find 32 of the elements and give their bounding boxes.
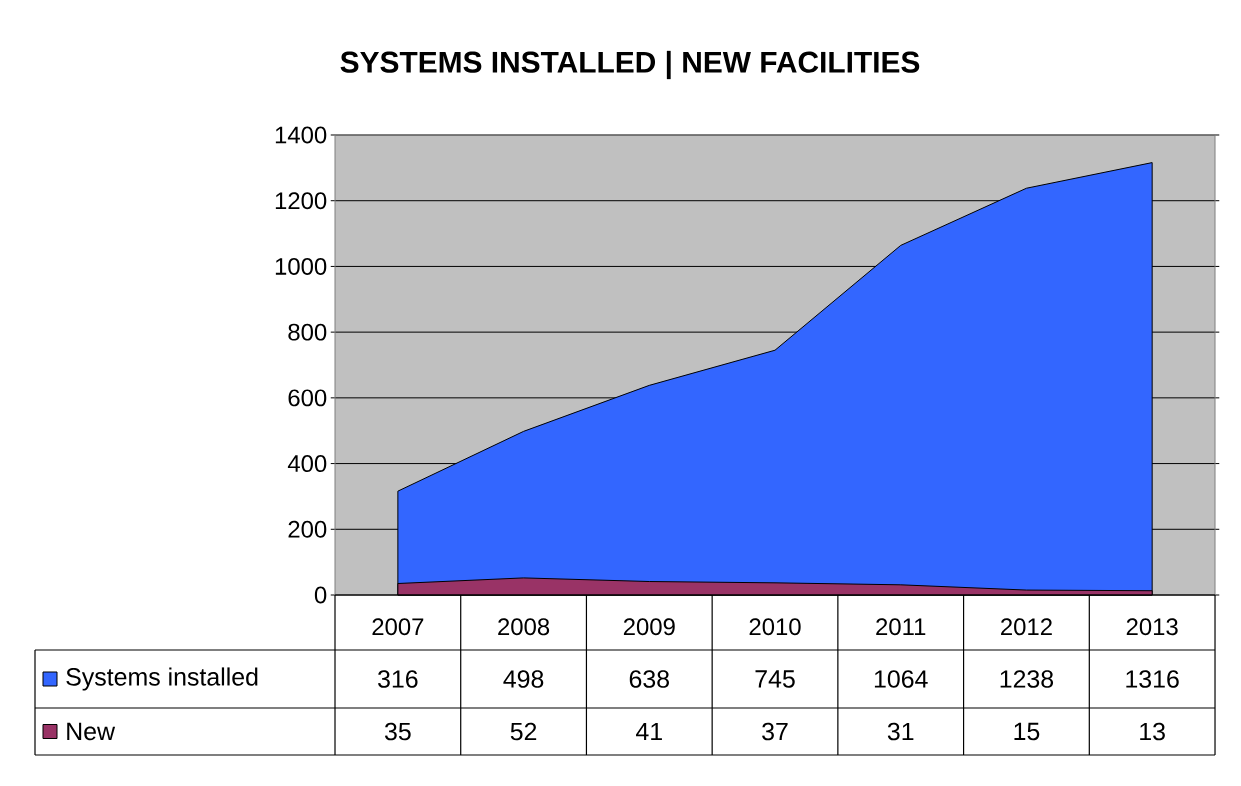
x-tick-label: 2007 xyxy=(372,618,424,636)
y-tick-label: 600 xyxy=(288,389,327,407)
data-label: 35 xyxy=(384,722,411,741)
x-tick-label: 2009 xyxy=(623,618,675,636)
x-tick-label: 2013 xyxy=(1126,618,1178,636)
data-label: 498 xyxy=(503,670,544,688)
x-tick-label: 2008 xyxy=(498,618,550,636)
y-tick-label: 1000 xyxy=(275,257,327,275)
y-tick-label: 800 xyxy=(288,323,327,341)
data-label: 745 xyxy=(755,670,795,688)
y-tick-label: 200 xyxy=(288,520,327,538)
data-label: 316 xyxy=(378,670,418,688)
x-tick-label: 2012 xyxy=(1001,618,1052,636)
data-label: 31 xyxy=(887,722,914,741)
data-label: 1238 xyxy=(1000,670,1054,688)
x-tick-label: 2010 xyxy=(749,618,801,636)
y-tick-label: 1200 xyxy=(275,192,327,210)
y-tick-label: 1400 xyxy=(275,126,327,144)
data-label: 638 xyxy=(629,670,669,688)
data-label: 1064 xyxy=(874,670,928,688)
data-label: 1316 xyxy=(1126,670,1179,688)
data-label: 37 xyxy=(762,722,788,741)
data-label: 52 xyxy=(510,722,537,741)
x-tick-label: 2011 xyxy=(876,618,926,636)
data-label: 41 xyxy=(636,722,662,741)
y-tick-label: 0 xyxy=(314,586,327,604)
legend-label: Systems installed xyxy=(66,667,258,691)
data-label: 13 xyxy=(1140,722,1165,741)
chart-title: SYSTEMS INSTALLED | NEW FACILITIES xyxy=(340,50,920,80)
data-label: 15 xyxy=(1014,722,1040,741)
legend-label: New xyxy=(67,722,116,741)
y-tick-label: 400 xyxy=(287,455,327,473)
